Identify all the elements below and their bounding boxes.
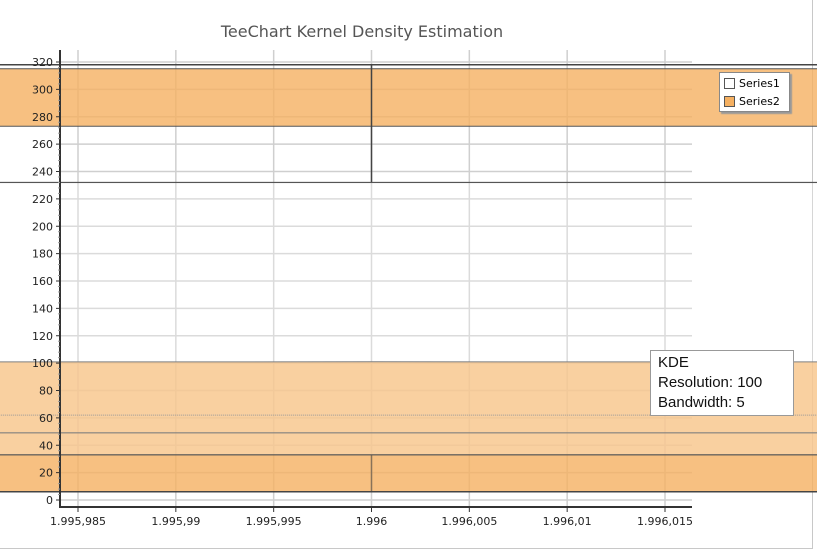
y-tick-label: 160 (32, 275, 53, 288)
y-tick-label: 200 (32, 220, 53, 233)
x-tick-label: 1.996,015 (637, 515, 693, 528)
annotation-line: KDE (658, 354, 689, 371)
y-tick-label: 20 (39, 467, 53, 480)
y-tick-label: 140 (32, 302, 53, 315)
y-tick-label: 100 (32, 357, 53, 370)
x-tick-label: 1.995,995 (246, 515, 302, 528)
legend-label: Series2 (739, 94, 780, 108)
y-tick-label: 220 (32, 193, 53, 206)
y-tick-label: 120 (32, 330, 53, 343)
y-tick-label: 240 (32, 166, 53, 179)
x-tick-label: 1.995,99 (151, 515, 200, 528)
y-tick-label: 60 (39, 412, 53, 425)
x-tick-label: 1.996 (356, 515, 388, 528)
annotation-line: Bandwidth: 5 (658, 394, 745, 411)
legend-item-series2[interactable]: Series2 (724, 93, 789, 109)
chart-title: TeeChart Kernel Density Estimation (220, 22, 504, 41)
x-tick-label: 1.996,01 (543, 515, 592, 528)
violin-shape (0, 68, 817, 127)
x-tick-label: 1.996,005 (441, 515, 497, 528)
y-tick-label: 300 (32, 83, 53, 96)
x-tick-label: 1.995,985 (50, 515, 106, 528)
legend-item-series1[interactable]: Series1 (724, 75, 789, 91)
legend-label: Series1 (739, 76, 780, 90)
y-tick-label: 0 (46, 494, 53, 507)
annotation-line: Resolution: 100 (658, 374, 763, 391)
legend-swatch (724, 77, 735, 89)
legend-swatch (724, 95, 735, 107)
y-tick-label: 260 (32, 138, 53, 151)
y-tick-label: 80 (39, 385, 53, 398)
y-tick-label: 320 (32, 56, 53, 69)
y-tick-label: 180 (32, 248, 53, 261)
annotation-box: KDE Resolution: 100 Bandwidth: 5 (650, 350, 794, 416)
legend: Series1 Series2 (719, 72, 790, 112)
y-tick-label: 280 (32, 111, 53, 124)
y-tick-label: 40 (39, 439, 53, 452)
